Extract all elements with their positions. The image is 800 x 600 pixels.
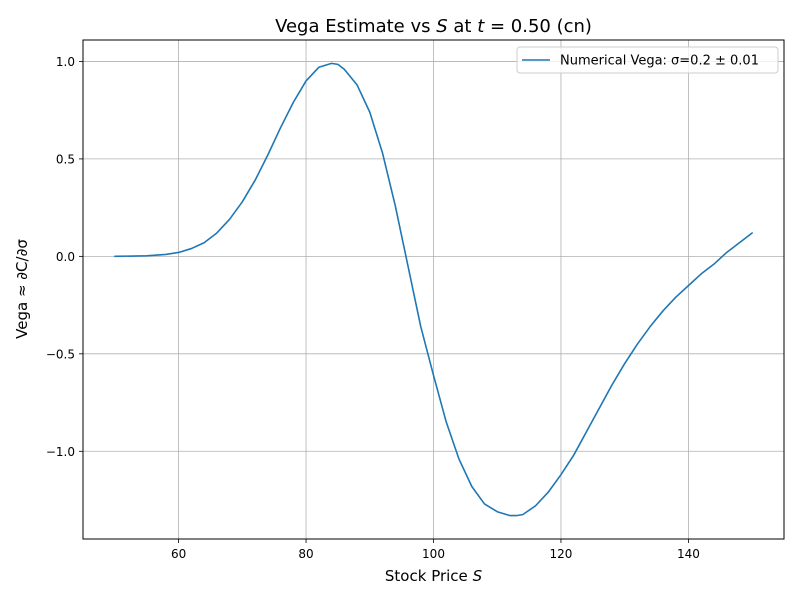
x-tick-label: 140: [677, 547, 700, 561]
x-tick-label: 120: [550, 547, 573, 561]
y-tick-label: 1.0: [56, 55, 75, 69]
legend-label-series-0: Numerical Vega: σ=0.2 ± 0.01: [560, 54, 759, 69]
x-axis-label: Stock Price S: [385, 567, 483, 585]
plot-lines: [114, 62, 753, 517]
axis-ticks: 60 80 100 120 140 1.0 0.5 0.0 −0.5 −1.0: [46, 55, 700, 561]
y-tick-label: 0.0: [56, 250, 75, 264]
legend-box: [516, 46, 779, 74]
y-tick-label: −1.0: [46, 445, 75, 459]
x-tick-label: 60: [171, 547, 186, 561]
series-line-0: [114, 62, 753, 517]
x-tick-label: 80: [298, 547, 313, 561]
chart-title: Vega Estimate vs S at t = 0.50 (cn): [275, 16, 592, 37]
y-tick-label: 0.5: [56, 152, 75, 166]
grid: [83, 40, 784, 539]
legend: Numerical Vega: σ=0.2 ± 0.01: [516, 46, 779, 74]
y-axis-label: Vega ≈ ∂C/∂σ: [13, 239, 31, 339]
y-tick-label: −0.5: [46, 347, 75, 361]
x-tick-label: 100: [422, 547, 445, 561]
